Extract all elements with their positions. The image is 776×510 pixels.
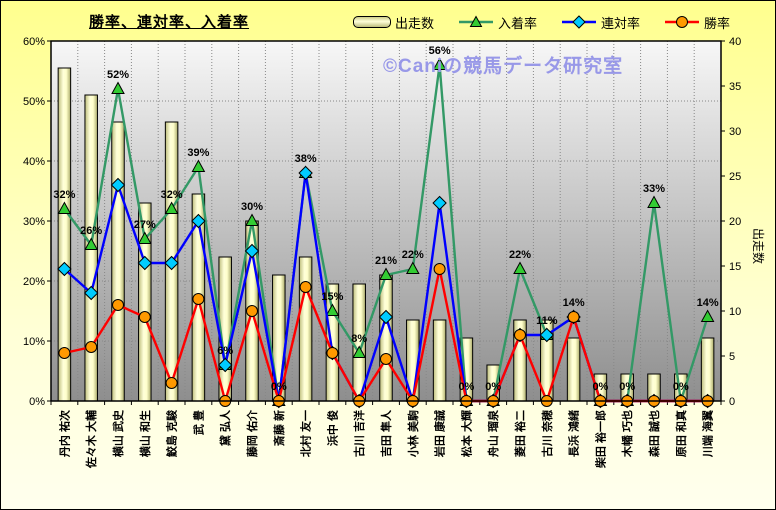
svg-text:川端 海翼: 川端 海翼 (701, 410, 715, 458)
bar-岩田 康誠 (432, 319, 447, 402)
svg-text:30: 30 (729, 126, 741, 138)
svg-text:横山 武史: 横山 武史 (111, 409, 125, 457)
svg-text:0%: 0% (29, 396, 45, 408)
bar-長浜 鴻緒 (566, 337, 581, 402)
legend-label-quinella-rate: 連対率 (601, 15, 641, 31)
left-axis-labels: 0% 10% 20% 30% 40% 50% 60% (23, 36, 45, 408)
svg-text:斎藤 新: 斎藤 新 (272, 410, 286, 446)
bar-吉田 隼人 (379, 274, 393, 402)
svg-text:20%: 20% (23, 276, 45, 288)
chart-title: 勝率、連対率、入着率 (89, 14, 250, 31)
svg-text:60%: 60% (23, 36, 45, 48)
svg-text:33%: 33% (643, 183, 665, 195)
svg-text:丹内 祐次: 丹内 祐次 (57, 410, 71, 457)
legend: 出走数 入着率 連対率 勝率 (353, 13, 730, 31)
svg-text:浜中 俊: 浜中 俊 (325, 410, 339, 446)
svg-text:39%: 39% (187, 147, 209, 159)
svg-text:古川 奈穂: 古川 奈穂 (540, 410, 554, 457)
svg-text:木幡 巧也: 木幡 巧也 (620, 410, 634, 458)
svg-text:岩田 康誠: 岩田 康誠 (433, 410, 447, 458)
svg-text:森田 誠也: 森田 誠也 (647, 410, 661, 457)
right-axis-labels: 0 5 10 15 20 25 30 35 40 (729, 36, 741, 408)
svg-text:鮫島 克駿: 鮫島 克駿 (165, 409, 179, 457)
bar-北村 友一 (298, 256, 313, 402)
svg-text:30%: 30% (241, 201, 263, 213)
legend-label-win-rate: 勝率 (704, 15, 731, 31)
svg-text:0%: 0% (592, 381, 608, 393)
svg-text:40: 40 (729, 36, 741, 48)
svg-text:22%: 22% (402, 249, 424, 261)
legend-item-win-rate: 勝率 (664, 13, 730, 32)
svg-text:原田 和真: 原田 和真 (674, 410, 688, 457)
svg-text:14%: 14% (697, 297, 719, 309)
svg-text:52%: 52% (107, 69, 129, 81)
svg-text:0%: 0% (271, 381, 287, 393)
svg-text:松本 大輝: 松本 大輝 (459, 410, 473, 457)
right-axis-title: 出走数 (751, 228, 766, 264)
legend-item-starts: 出走数 (353, 13, 434, 32)
svg-text:50%: 50% (23, 96, 45, 108)
data-labels: 32% 26% 52% 27% 32% 39% 6% 30% 0% 38% 15% 8% 21% 22% 5… (53, 45, 718, 393)
legend-label-starts: 出走数 (395, 15, 435, 31)
svg-text:5: 5 (729, 351, 735, 363)
svg-text:佐々木 大輔: 佐々木 大輔 (84, 410, 98, 469)
win-rate-marker-icon (664, 15, 700, 29)
starts-bar-swatch-icon (353, 16, 391, 28)
svg-text:吉田 隼人: 吉田 隼人 (379, 409, 393, 457)
svg-text:藤岡 佑介: 藤岡 佑介 (245, 409, 259, 457)
bar-横山 武史 (111, 121, 125, 402)
svg-text:小林 美駒: 小林 美駒 (406, 410, 420, 458)
quinella-rate-marker-icon (561, 15, 597, 29)
svg-text:20: 20 (729, 216, 741, 228)
svg-text:21%: 21% (375, 255, 397, 267)
svg-text:0%: 0% (619, 381, 635, 393)
svg-text:8%: 8% (351, 333, 367, 345)
svg-text:40%: 40% (23, 156, 45, 168)
svg-text:長浜 鴻緒: 長浜 鴻緒 (567, 410, 581, 457)
svg-text:10: 10 (729, 306, 741, 318)
svg-text:11%: 11% (536, 315, 558, 327)
svg-text:6%: 6% (217, 345, 233, 357)
x-axis-labels: 丹内 祐次 佐々木 大輔 横山 武史 横山 和生 鮫島 克駿武 豊黛 弘人 藤岡 佑介 斎藤… (57, 409, 714, 469)
svg-text:0: 0 (729, 396, 735, 408)
svg-text:武 豊: 武 豊 (191, 410, 205, 435)
legend-item-quinella-rate: 連対率 (561, 13, 640, 32)
svg-text:古川 吉洋: 古川 吉洋 (352, 410, 366, 457)
svg-text:15: 15 (729, 261, 741, 273)
watermark: ©Caniの競馬データ研究室 (383, 56, 624, 77)
bar-川端 海翼 (700, 337, 715, 402)
plot-border (50, 40, 722, 402)
svg-text:0%: 0% (458, 381, 474, 393)
svg-text:菱田 裕二: 菱田 裕二 (513, 410, 527, 457)
svg-text:32%: 32% (53, 189, 75, 201)
svg-text:26%: 26% (80, 225, 102, 237)
svg-text:横山 和生: 横山 和生 (138, 410, 152, 457)
svg-text:10%: 10% (23, 336, 45, 348)
legend-item-place-rate: 入着率 (458, 13, 537, 32)
svg-text:舟山 瑠泉: 舟山 瑠泉 (486, 409, 500, 457)
svg-text:黛 弘人: 黛 弘人 (218, 409, 232, 446)
svg-text:30%: 30% (23, 216, 45, 228)
svg-text:38%: 38% (295, 153, 317, 165)
svg-text:0%: 0% (673, 381, 689, 393)
svg-text:柴田 裕一郎: 柴田 裕一郎 (593, 410, 607, 469)
svg-text:15%: 15% (321, 291, 343, 303)
svg-text:32%: 32% (161, 189, 183, 201)
svg-text:14%: 14% (563, 297, 585, 309)
starts-bars-series (57, 67, 715, 402)
svg-text:56%: 56% (429, 45, 451, 57)
legend-label-place-rate: 入着率 (498, 15, 538, 31)
svg-text:北村 友一: 北村 友一 (299, 410, 313, 457)
svg-text:22%: 22% (509, 249, 531, 261)
svg-text:0%: 0% (485, 381, 501, 393)
place-rate-marker-icon (458, 15, 494, 29)
svg-text:35: 35 (729, 81, 741, 93)
svg-text:27%: 27% (134, 219, 156, 231)
svg-text:25: 25 (729, 171, 741, 183)
